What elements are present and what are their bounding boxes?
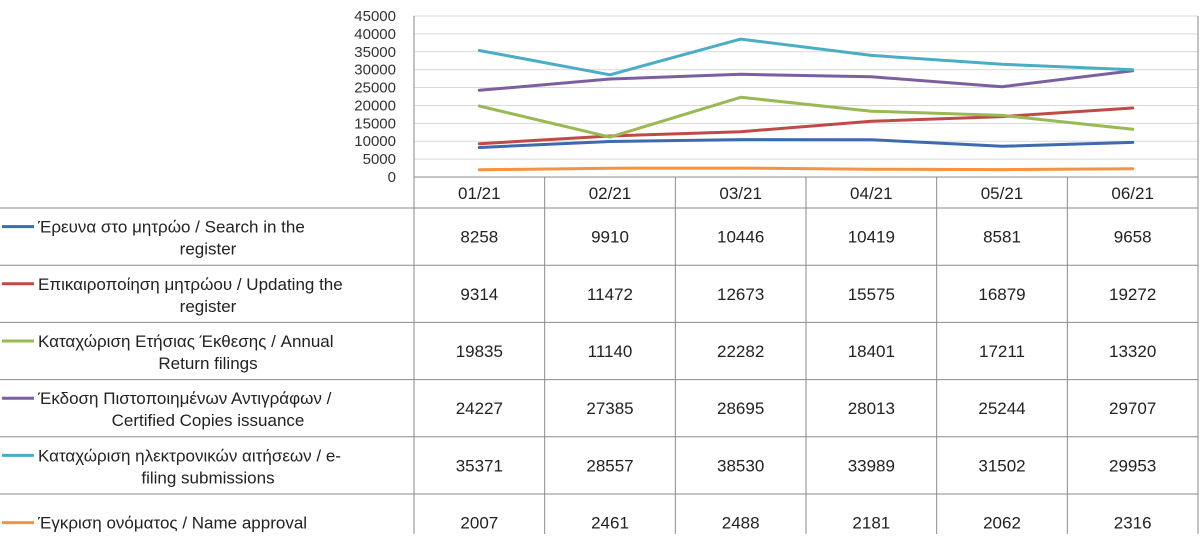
- series-label: Επικαιροποίηση μητρώου / Updating the: [38, 275, 343, 294]
- data-cell: 29707: [1109, 399, 1156, 418]
- data-cell: 8258: [460, 228, 498, 247]
- y-tick-label: 40000: [354, 26, 396, 43]
- y-tick-label: 25000: [354, 80, 396, 97]
- series-line-6: [477, 166, 1135, 172]
- data-cell: 19272: [1109, 285, 1156, 304]
- y-tick-label: 35000: [354, 44, 396, 61]
- data-cell: 12673: [717, 285, 764, 304]
- data-cell: 24227: [456, 399, 503, 418]
- data-cell: 11140: [588, 342, 633, 361]
- data-cell: 27385: [586, 399, 633, 418]
- data-cell: 9314: [460, 285, 498, 304]
- data-cell: 9658: [1114, 228, 1152, 247]
- y-tick-label: 20000: [354, 97, 396, 114]
- data-cell: 22282: [717, 342, 764, 361]
- data-cell: 18401: [848, 342, 895, 361]
- y-tick-label: 0: [388, 169, 396, 186]
- y-tick-label: 10000: [354, 133, 396, 150]
- category-header: 05/21: [981, 184, 1024, 203]
- series-line-3: [477, 95, 1135, 139]
- data-cell: 15575: [848, 285, 895, 304]
- category-header: 03/21: [719, 184, 762, 203]
- data-cell: 35371: [456, 456, 503, 475]
- series-label: Certified Copies issuance: [112, 411, 305, 430]
- data-cell: 28013: [848, 399, 895, 418]
- data-cell: 8581: [983, 228, 1021, 247]
- data-cell: 28557: [586, 456, 633, 475]
- series-label: Καταχώριση Ετήσιας Έκθεσης / Annual: [38, 332, 334, 351]
- data-table: 01/21 02/21 03/21 04/21 05/21 06/21 Έρευνα στο…: [0, 177, 1199, 534]
- category-header: 04/21: [850, 184, 893, 203]
- data-cell: 2062: [983, 514, 1021, 533]
- category-header: 01/21: [458, 184, 501, 203]
- data-cell: 10419: [848, 228, 895, 247]
- series-line-2: [477, 106, 1135, 146]
- data-cell: 9910: [591, 228, 629, 247]
- data-cell: 29953: [1109, 456, 1156, 475]
- data-cell: 25244: [978, 399, 1025, 418]
- y-axis-ticks: 0500010000150002000025000300003500040000…: [354, 8, 396, 186]
- series-line-5: [477, 37, 1135, 77]
- data-cell: 10446: [717, 228, 764, 247]
- series-label: Return filings: [158, 354, 257, 373]
- data-cell: 2007: [460, 514, 498, 533]
- series-label: filing submissions: [141, 468, 274, 487]
- data-cell: 2461: [591, 514, 629, 533]
- series-label: Καταχώριση ηλεκτρονικών αιτήσεων / e-: [38, 446, 341, 465]
- series-label: Έγκριση ονόματος / Name approval: [37, 514, 307, 533]
- series-line-4: [477, 69, 1135, 92]
- y-tick-label: 5000: [363, 151, 396, 168]
- series-label: register: [180, 240, 237, 259]
- series-line-1: [477, 138, 1135, 149]
- data-cell: 2316: [1114, 514, 1152, 533]
- data-cell: 2488: [722, 514, 760, 533]
- category-header: 02/21: [589, 184, 632, 203]
- data-cell: 2181: [852, 514, 890, 533]
- data-cell: 38530: [717, 456, 764, 475]
- y-tick-label: 45000: [354, 8, 396, 25]
- series-label: Έκδοση Πιστοποιημένων Αντιγράφων /: [37, 389, 332, 408]
- gridlines: [413, 15, 1199, 178]
- category-header: 06/21: [1111, 184, 1154, 203]
- y-tick-label: 30000: [354, 62, 396, 79]
- data-cell: 17211: [979, 342, 1025, 361]
- series-lines: [477, 37, 1135, 172]
- data-cell: 11472: [587, 285, 633, 304]
- data-cell: 16879: [978, 285, 1025, 304]
- series-label: register: [180, 297, 237, 316]
- data-cell: 33989: [848, 456, 895, 475]
- data-cell: 28695: [717, 399, 764, 418]
- data-cell: 31502: [978, 456, 1025, 475]
- data-cell: 19835: [456, 342, 503, 361]
- data-cell: 13320: [1109, 342, 1156, 361]
- series-label: Έρευνα στο μητρώο / Search in the: [37, 218, 305, 237]
- y-tick-label: 15000: [354, 115, 396, 132]
